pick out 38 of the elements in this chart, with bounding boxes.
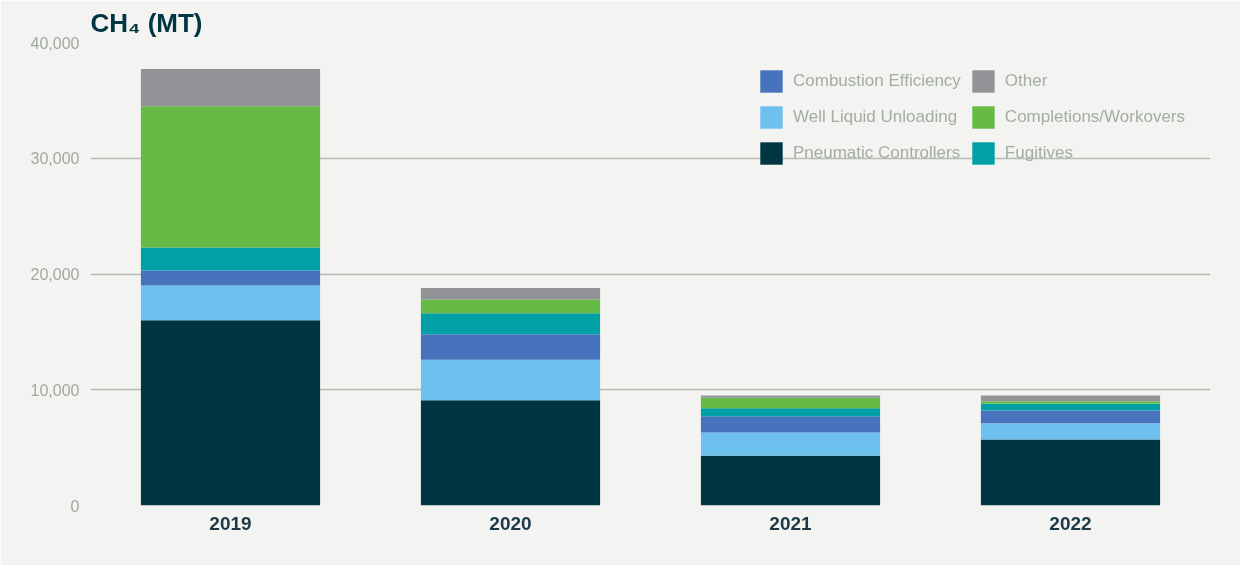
bar [140, 285, 321, 321]
x-tick-label: 2022 [1049, 512, 1092, 534]
legend-label: Pneumatic Controllers [792, 143, 961, 163]
bar [700, 455, 881, 506]
legend-label: Combustion Efficiency [792, 71, 961, 91]
bar [700, 397, 881, 409]
legend-label: Completions/Workovers [1004, 107, 1185, 127]
bar [420, 313, 601, 335]
bar [980, 403, 1161, 411]
x-tick-label: 2020 [489, 512, 532, 534]
y-tick-label: 20,000 [30, 266, 80, 283]
bar [420, 299, 601, 314]
x-tick-label: 2019 [209, 512, 252, 534]
y-tick-label: 0 [70, 497, 80, 515]
legend-label: Fugitives [1004, 143, 1073, 163]
bar [140, 320, 321, 506]
legend-label: Other [1004, 71, 1048, 91]
bar [980, 410, 1161, 424]
bar [980, 401, 1161, 404]
chart-title: CH₄ (MT) [90, 7, 203, 38]
bar [700, 408, 881, 417]
bar [420, 359, 601, 401]
bar [140, 69, 321, 107]
bar [140, 247, 321, 271]
bar [420, 287, 601, 300]
y-tick-label: 10,000 [30, 381, 80, 399]
legend-label: Well Liquid Unloading [792, 107, 958, 127]
bar [700, 416, 881, 433]
bar [140, 270, 321, 286]
bar [980, 439, 1161, 506]
bar [140, 106, 321, 248]
bar [980, 423, 1161, 440]
y-tick-label: 30,000 [30, 150, 80, 168]
y-tick-label: 40,000 [30, 34, 80, 52]
x-tick-label: 2021 [769, 512, 813, 534]
bar [420, 400, 601, 506]
bar [700, 432, 881, 456]
bar [420, 334, 601, 360]
